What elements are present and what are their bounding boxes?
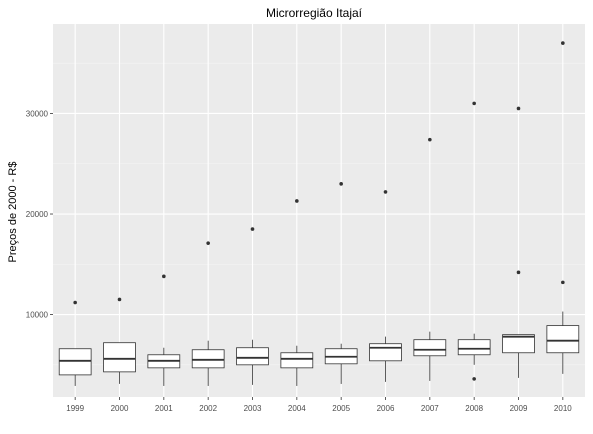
x-tick-label: 2001 [155, 404, 173, 413]
box-2007 [413, 137, 447, 381]
y-tick-label: 10000 [26, 311, 49, 320]
box-2005 [324, 182, 358, 384]
y-tick-label: 20000 [26, 210, 49, 219]
x-tick-label: 2000 [111, 404, 129, 413]
x-tick-label: 1999 [66, 404, 84, 413]
box-iqr [546, 325, 580, 354]
x-tick-label: 2006 [377, 404, 395, 413]
outlier-point [339, 182, 343, 186]
x-tick-label: 2005 [332, 404, 350, 413]
x-tick-label: 2003 [244, 404, 262, 413]
box-2004 [280, 199, 314, 386]
y-tick-label: 30000 [26, 109, 49, 118]
x-tick-label: 2008 [465, 404, 483, 413]
box-2003 [236, 227, 269, 385]
outlier-point [561, 280, 565, 285]
x-tick-label: 2004 [288, 404, 306, 413]
box-1999 [58, 300, 92, 386]
outlier-point [472, 377, 476, 381]
box-iqr [369, 343, 402, 362]
y-axis-title: Preços de 2000 - R$ [7, 162, 19, 263]
outlier-point [516, 106, 521, 111]
outlier-point [383, 190, 388, 194]
box-2009 [502, 106, 535, 378]
outlier-point [162, 274, 166, 279]
outlier-point [428, 137, 432, 142]
outlier-point [472, 101, 476, 106]
x-tick-label: 2010 [554, 404, 572, 413]
box-2001 [147, 274, 181, 386]
outlier-point [73, 300, 77, 305]
outlier-point [206, 241, 210, 245]
chart-title: Microrregião Itajaí [266, 6, 363, 20]
box-2000 [103, 297, 136, 384]
box-iqr [502, 334, 535, 354]
outlier-point [561, 41, 565, 45]
box-iqr [280, 352, 314, 369]
box-iqr [413, 339, 447, 357]
x-tick-label: 2002 [199, 404, 217, 413]
box-iqr [58, 348, 92, 376]
outlier-point [250, 227, 255, 231]
box-2010 [546, 41, 580, 374]
box-iqr [457, 339, 491, 356]
box-iqr [236, 347, 269, 366]
box-iqr [103, 342, 136, 373]
plot-area: 10000 20000 30000 1999 2000 2001 2002 2003 2004 2… [26, 24, 585, 413]
box-2006 [369, 190, 402, 382]
outlier-point [516, 270, 521, 275]
outlier-point [295, 199, 299, 203]
x-tick-label: 2009 [510, 404, 528, 413]
outlier-point [117, 297, 122, 302]
box-iqr [191, 349, 225, 369]
x-tick-label: 2007 [421, 404, 439, 413]
box-2008 [457, 101, 491, 381]
plot-panel [53, 24, 585, 397]
box-2002 [191, 241, 225, 386]
